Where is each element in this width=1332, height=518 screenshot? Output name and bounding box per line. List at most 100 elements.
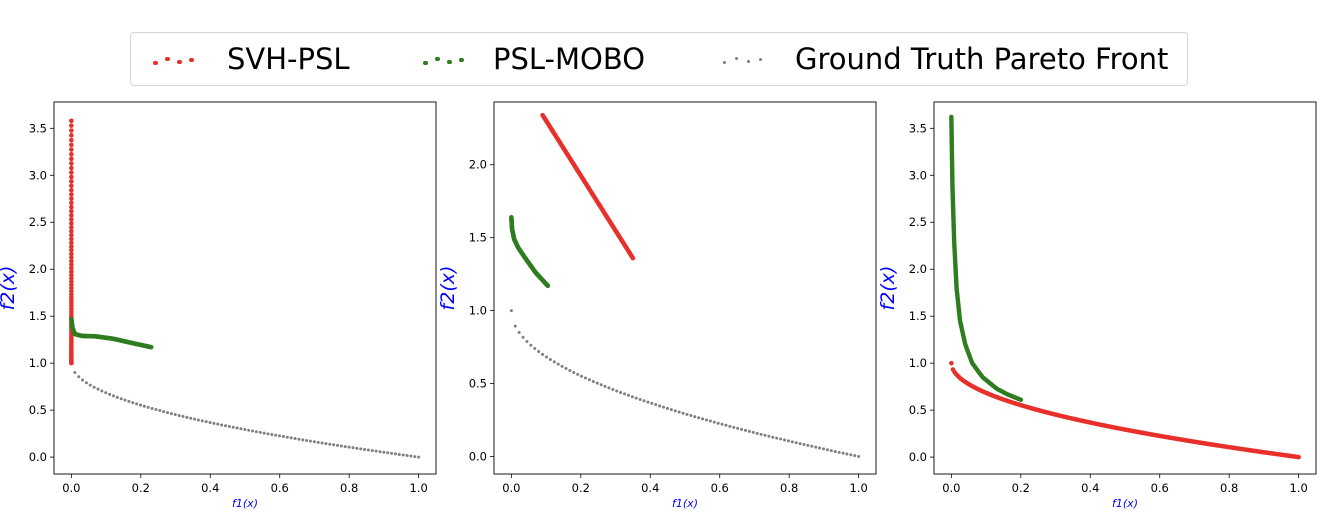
data-point <box>658 404 662 408</box>
data-point <box>359 447 363 451</box>
data-point <box>223 424 227 428</box>
data-point <box>665 406 669 410</box>
data-point <box>806 443 810 447</box>
data-point <box>69 244 74 249</box>
data-point <box>328 442 332 446</box>
data-point <box>650 401 654 405</box>
y-tick-label: 0.0 <box>469 449 487 463</box>
data-point <box>829 449 833 453</box>
series-svh-psl <box>540 112 636 261</box>
chart-panel-2: 0.0 0.2 0.4 0.6 0.8 1.0 0.0 0.5 1.0 1.5 2.0 f1(x) f2… <box>437 101 877 510</box>
y-tick-label: 2.5 <box>909 215 927 229</box>
data-point <box>69 285 74 291</box>
data-point <box>111 394 115 398</box>
data-point <box>390 451 394 455</box>
x-tick-label: 0.4 <box>641 481 659 495</box>
legend: SVH-PSL PSL-MOBO Ground Truth Pareto Fro… <box>130 32 1188 86</box>
legend-marker-dot <box>435 56 440 62</box>
data-point <box>747 429 751 433</box>
data-point <box>139 403 143 407</box>
data-point <box>720 422 724 426</box>
series-psl-mobo <box>949 114 1024 403</box>
data-point <box>69 174 74 180</box>
data-point <box>251 429 255 433</box>
data-point <box>673 409 677 413</box>
x-tick-label: 0.6 <box>711 481 729 495</box>
data-point <box>127 399 131 403</box>
data-point <box>69 232 74 238</box>
data-point <box>69 265 74 271</box>
data-point <box>336 443 340 447</box>
data-point <box>833 449 837 453</box>
legend-label-svh-psl: SVH-PSL <box>227 42 350 76</box>
legend-marker-dot <box>153 60 158 66</box>
x-tick-label: 0.8 <box>1220 481 1238 495</box>
legend-marker-dot <box>189 57 194 63</box>
data-point <box>347 445 351 449</box>
legend-item-ground-truth: Ground Truth Pareto Front <box>713 33 1168 85</box>
data-point <box>266 432 270 436</box>
data-point <box>736 426 740 430</box>
legend-marker-dot <box>423 60 428 66</box>
data-point <box>822 447 826 451</box>
data-point <box>544 355 548 359</box>
x-tick-label: 0.8 <box>340 481 358 495</box>
y-tick-label: 1.0 <box>29 356 47 370</box>
data-point <box>576 372 580 376</box>
data-point <box>262 431 266 435</box>
data-point <box>517 330 521 334</box>
data-point <box>96 387 100 391</box>
data-point <box>204 420 208 424</box>
data-point <box>814 445 818 449</box>
data-point <box>162 410 166 414</box>
series-psl-mobo <box>509 214 551 289</box>
plot-frame <box>53 101 437 475</box>
data-point <box>104 391 108 395</box>
y-tick-label: 2.5 <box>29 215 47 229</box>
data-point <box>69 217 74 222</box>
data-point <box>115 395 119 399</box>
data-point <box>849 453 853 457</box>
y-tick-label: 2.0 <box>29 262 47 276</box>
data-point <box>81 378 85 382</box>
legend-marker-dot <box>723 60 726 64</box>
x-tick-label: 0.4 <box>1081 481 1099 495</box>
y-tick-label: 0.5 <box>909 403 927 417</box>
y-axis-label: f2(x) <box>437 266 459 311</box>
data-point <box>1296 454 1301 460</box>
x-tick-label: 1.0 <box>409 481 427 495</box>
data-point <box>339 444 343 448</box>
data-point <box>853 454 857 458</box>
data-point <box>92 385 96 389</box>
data-point <box>837 450 841 454</box>
data-point <box>740 427 744 431</box>
data-point <box>69 156 74 162</box>
data-point <box>790 440 794 444</box>
series-ground-truth-pareto-front <box>73 371 421 459</box>
data-point <box>281 435 285 439</box>
data-point <box>595 381 599 385</box>
legend-marker-dot <box>459 57 464 63</box>
y-axis-label: f2(x) <box>0 266 19 311</box>
data-point <box>603 384 607 388</box>
data-point <box>154 408 158 412</box>
data-point <box>728 424 732 428</box>
data-point <box>258 430 262 434</box>
data-point <box>231 425 235 429</box>
series-svh-psl <box>949 360 1301 460</box>
series-psl-mobo <box>69 316 154 350</box>
data-point <box>69 269 74 274</box>
data-point <box>378 450 382 454</box>
data-point <box>69 279 74 284</box>
y-tick-label: 2.0 <box>469 158 487 172</box>
y-tick-label: 1.5 <box>29 309 47 323</box>
data-point <box>366 448 370 452</box>
data-point <box>545 283 551 289</box>
data-point <box>69 165 74 171</box>
x-tick-label: 0.8 <box>780 481 798 495</box>
data-point <box>654 403 658 407</box>
data-point <box>69 272 74 278</box>
data-point <box>69 187 74 193</box>
data-point <box>148 344 154 350</box>
